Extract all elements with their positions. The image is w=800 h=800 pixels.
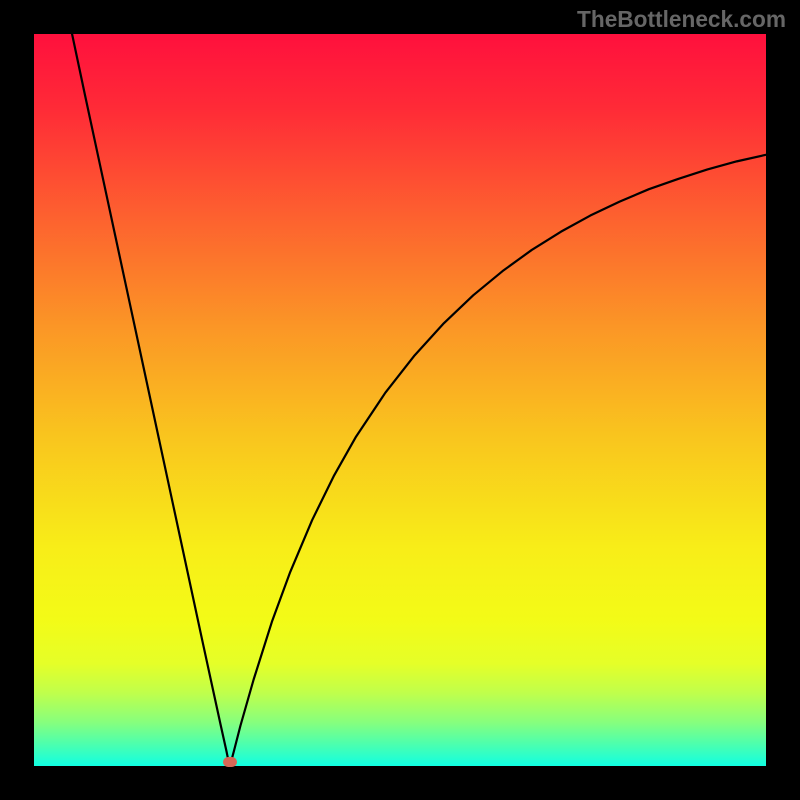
watermark-text: TheBottleneck.com xyxy=(577,6,786,33)
bottleneck-curve xyxy=(34,34,766,766)
plot-area xyxy=(34,34,766,766)
minimum-marker-icon xyxy=(223,757,237,767)
